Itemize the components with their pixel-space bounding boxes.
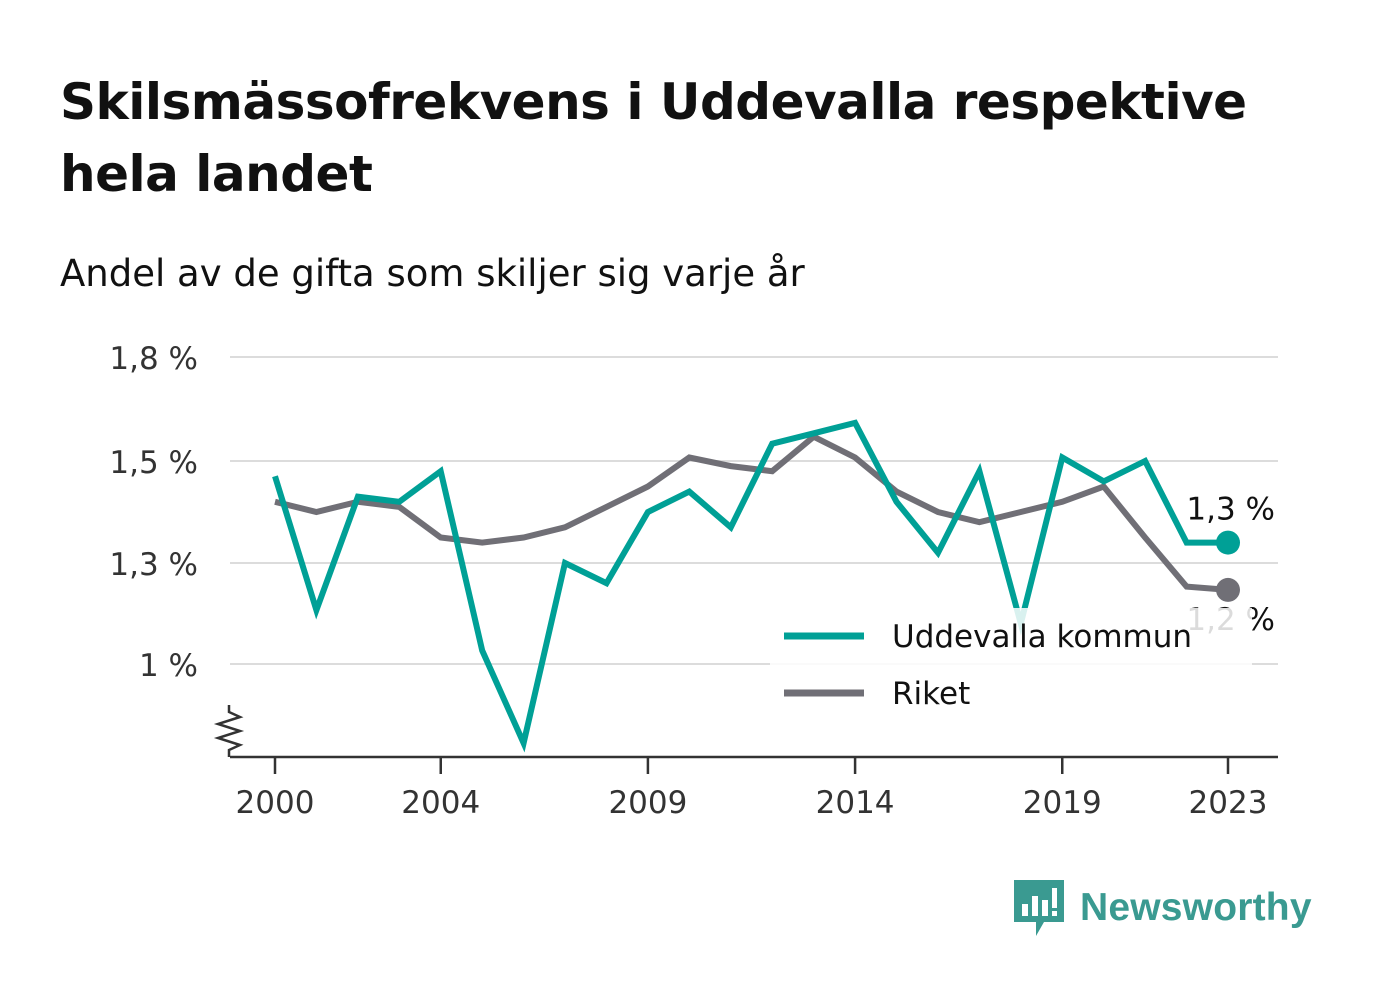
x-tick-label: 2000: [236, 785, 315, 821]
x-tick-label: 2014: [816, 785, 895, 821]
axis-break-symbol: [213, 705, 245, 757]
legend-label: Uddevalla kommun: [892, 619, 1192, 655]
newsworthy-logo: Newsworthy: [1010, 876, 1312, 940]
chart-title: Skilsmässofrekvens i Uddevalla respektiv…: [60, 73, 1247, 203]
y-tick-label: 1,8 %: [109, 341, 198, 377]
chart-subtitle: Andel av de gifta som skiljer sig varje …: [60, 252, 805, 295]
end-point-marker: [1216, 530, 1240, 555]
x-tick-label: 2023: [1189, 785, 1268, 821]
newsworthy-bar-icon: [1014, 880, 1064, 936]
series-line-riket: [274, 433, 1229, 593]
x-axis: [213, 705, 1278, 774]
x-tick-label: 2004: [401, 785, 480, 821]
legend-background: [770, 608, 1252, 724]
x-tick-label: 2009: [608, 785, 687, 821]
logo-text: Newsworthy: [1080, 886, 1312, 929]
end-value-label: 1,3 %: [1186, 492, 1275, 528]
x-axis-tick-labels: 2000 2004 2009 2014 2019 2023: [236, 785, 1268, 821]
legend: Uddevalla kommun Riket: [770, 608, 1252, 724]
x-tick-label: 2019: [1023, 785, 1102, 821]
y-axis-tick-labels: 1 % 1,3 % 1,5 % 1,8 %: [109, 341, 198, 684]
y-tick-label: 1,5 %: [109, 445, 198, 481]
end-point-marker: [1216, 577, 1240, 602]
y-tick-label: 1,3 %: [109, 547, 198, 583]
legend-label: Riket: [892, 676, 970, 712]
series-line-uddevalla: [272, 419, 1228, 753]
y-tick-label: 1 %: [139, 648, 198, 684]
